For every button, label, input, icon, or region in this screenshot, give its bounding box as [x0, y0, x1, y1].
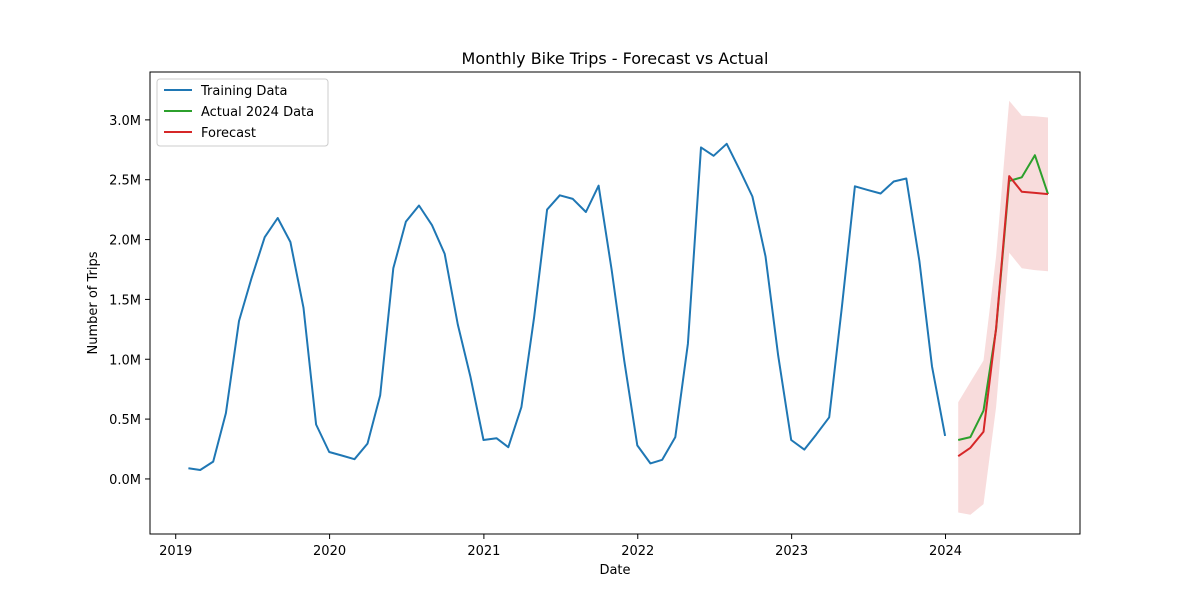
legend-label-training: Training Data	[200, 84, 287, 99]
x-axis-title: Date	[599, 563, 630, 578]
x-tick-label: 2023	[775, 544, 808, 559]
legend: Training Data Actual 2024 Data Forecast	[156, 78, 329, 147]
y-axis-title: Number of Trips	[86, 251, 101, 354]
y-tick-label: 0.5M	[109, 413, 141, 428]
x-tick-label: 2022	[621, 544, 654, 559]
y-tick-label: 3.0M	[109, 114, 141, 129]
forecast-line	[957, 175, 1049, 458]
forecast-confidence-band	[958, 100, 1048, 515]
legend-label-forecast: Forecast	[201, 126, 256, 141]
y-axis: 0.0M 0.5M 1.0M 1.5M 2.0M 2.5M 3.0M	[109, 114, 150, 488]
x-tick-label: 2020	[313, 544, 346, 559]
chart-title: Monthly Bike Trips - Forecast vs Actual	[462, 49, 769, 68]
legend-box	[156, 78, 329, 147]
y-tick-label: 0.0M	[109, 473, 141, 488]
forecast-interval-area	[958, 100, 1048, 515]
y-tick-label: 1.0M	[109, 353, 141, 368]
series-lines	[188, 142, 1049, 471]
x-tick-label: 2024	[929, 544, 962, 559]
x-tick-label: 2021	[467, 544, 500, 559]
x-tick-label: 2019	[159, 544, 192, 559]
x-axis: 2019 2020 2021 2022 2023 2024	[159, 534, 962, 559]
plot-frame	[149, 71, 1081, 535]
training-data-line	[188, 142, 947, 471]
legend-label-actual: Actual 2024 Data	[201, 105, 314, 120]
y-tick-label: 2.5M	[109, 174, 141, 189]
y-tick-label: 2.0M	[109, 234, 141, 249]
y-tick-label: 1.5M	[109, 293, 141, 308]
